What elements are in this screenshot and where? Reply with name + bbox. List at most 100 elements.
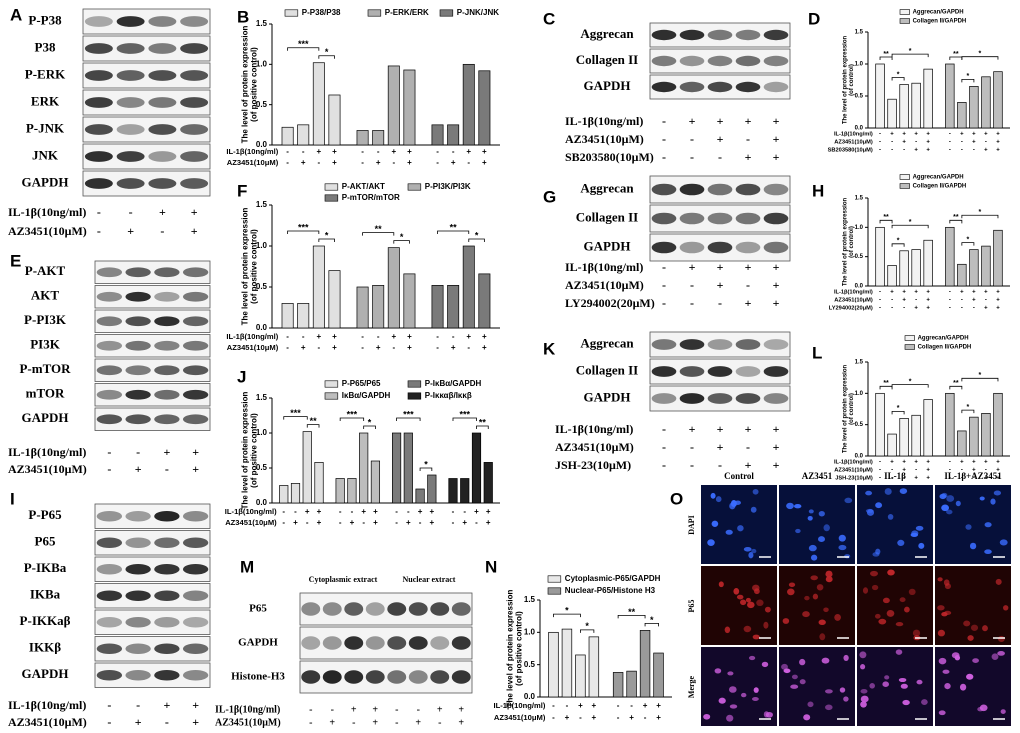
- cell-nucleus: [875, 502, 883, 509]
- blot-row-label: P-JNK: [26, 120, 65, 135]
- treatment-sign: +: [391, 332, 396, 341]
- treatment-sign: +: [192, 445, 199, 459]
- treatment-sign: -: [746, 278, 750, 292]
- bar: [957, 102, 967, 129]
- significance-bracket: [362, 232, 395, 236]
- y-tick-label: 1.5: [256, 200, 268, 209]
- treatment-sign: -: [630, 701, 633, 710]
- cell-nucleus: [899, 488, 908, 494]
- treatment-sign: +: [926, 290, 930, 296]
- significance-label: **: [628, 607, 636, 617]
- panel-letter: I: [10, 489, 15, 508]
- cell-nucleus: [944, 682, 951, 690]
- cell-nucleus: [941, 504, 950, 512]
- treatment-sign: +: [656, 713, 661, 722]
- bar: [372, 130, 385, 146]
- cell-nucleus: [910, 532, 919, 538]
- blot-band: [84, 151, 113, 162]
- cell-nucleus: [710, 492, 716, 499]
- treatment-label: IL-1β(10ng/ml): [834, 132, 873, 138]
- treatment-sign: +: [127, 224, 134, 238]
- blot-row-label: Collagen II: [576, 209, 638, 224]
- treatment-label: IL-1β(10ng/ml): [565, 260, 643, 274]
- treatment-sign: -: [961, 140, 963, 146]
- treatment-sign: -: [985, 140, 987, 146]
- blot-band: [301, 602, 321, 616]
- significance-bracket: [396, 417, 421, 421]
- cell-nucleus: [862, 587, 869, 594]
- legend-label: Aggrecan/GAPDH: [918, 336, 969, 342]
- blot-row-label: PI3K: [30, 337, 61, 352]
- treatment-sign: +: [482, 332, 487, 341]
- cell-nucleus: [937, 577, 943, 582]
- treatment-sign: -: [282, 518, 285, 527]
- legend-swatch: [407, 392, 422, 400]
- treatment-sign: -: [644, 713, 647, 722]
- cell-nucleus: [746, 601, 755, 609]
- bar: [431, 285, 444, 329]
- treatment-sign: +: [372, 704, 378, 715]
- panel-letter: F: [237, 181, 247, 200]
- treatment-sign: +: [902, 132, 906, 138]
- legend-label: P-mTOR/mTOR: [342, 193, 400, 202]
- treatment-sign: +: [191, 224, 198, 238]
- cell-nucleus: [938, 657, 947, 665]
- significance-bracket: [318, 238, 335, 242]
- treatment-label: AZ3451(10μM): [834, 468, 873, 474]
- blot-band: [182, 563, 209, 575]
- cell-nucleus: [1000, 709, 1006, 715]
- treatment-sign: -: [718, 296, 722, 310]
- blot-band: [180, 43, 209, 54]
- treatment-sign: +: [773, 132, 780, 146]
- treatment-sign: +: [745, 260, 752, 274]
- bar: [447, 285, 460, 329]
- significance-label: ***: [290, 408, 301, 418]
- treatment-sign: +: [406, 518, 411, 527]
- panel-letter: C: [543, 9, 555, 28]
- bar: [993, 229, 1003, 287]
- legend-swatch: [547, 587, 562, 595]
- y-axis-label: (of positive control): [250, 47, 259, 122]
- treatment-sign: +: [745, 150, 752, 164]
- cell-nucleus: [725, 529, 733, 535]
- treatment-sign: -: [107, 445, 111, 459]
- treatment-sign: -: [377, 147, 380, 156]
- cell-nucleus: [818, 510, 825, 517]
- treatment-sign: +: [745, 422, 752, 436]
- blot-band: [182, 510, 209, 522]
- blot-band: [735, 55, 761, 67]
- blot-band: [125, 590, 151, 602]
- y-axis-label: The level of protein expression: [241, 207, 250, 325]
- treatment-sign: +: [914, 306, 918, 312]
- bar: [314, 462, 324, 504]
- cell-nucleus: [942, 669, 950, 674]
- treatment-sign: -: [662, 422, 666, 436]
- cell-nucleus: [941, 612, 948, 617]
- blot-band: [96, 414, 123, 425]
- blot-band: [96, 537, 123, 549]
- blot-band: [430, 636, 450, 650]
- treatment-sign: +: [332, 343, 337, 352]
- y-axis-label: (of positive control): [250, 229, 259, 304]
- treatment-sign: +: [926, 298, 930, 304]
- treatment-sign: +: [305, 507, 310, 516]
- bar: [302, 431, 312, 504]
- if-row-label: Merge: [687, 675, 696, 698]
- significance-label: *: [897, 71, 900, 78]
- y-axis-label: The level of protein expression: [842, 364, 848, 453]
- treatment-sign: +: [972, 460, 976, 466]
- cell-nucleus: [878, 618, 887, 625]
- treatment-sign: +: [689, 422, 696, 436]
- blot-row-label: GAPDH: [584, 389, 631, 404]
- blot-row-label: Collagen II: [576, 362, 638, 377]
- treatment-sign: +: [773, 278, 780, 292]
- significance-bracket: [283, 416, 308, 420]
- treatment-sign: -: [949, 132, 951, 138]
- y-tick-label: 1.0: [256, 241, 268, 250]
- treatment-sign: -: [361, 332, 364, 341]
- treatment-sign: +: [163, 698, 170, 712]
- treatment-sign: -: [949, 290, 951, 296]
- panel-letter: D: [808, 9, 820, 28]
- treatment-sign: +: [890, 290, 894, 296]
- legend-label: P-P38/P38: [302, 8, 341, 17]
